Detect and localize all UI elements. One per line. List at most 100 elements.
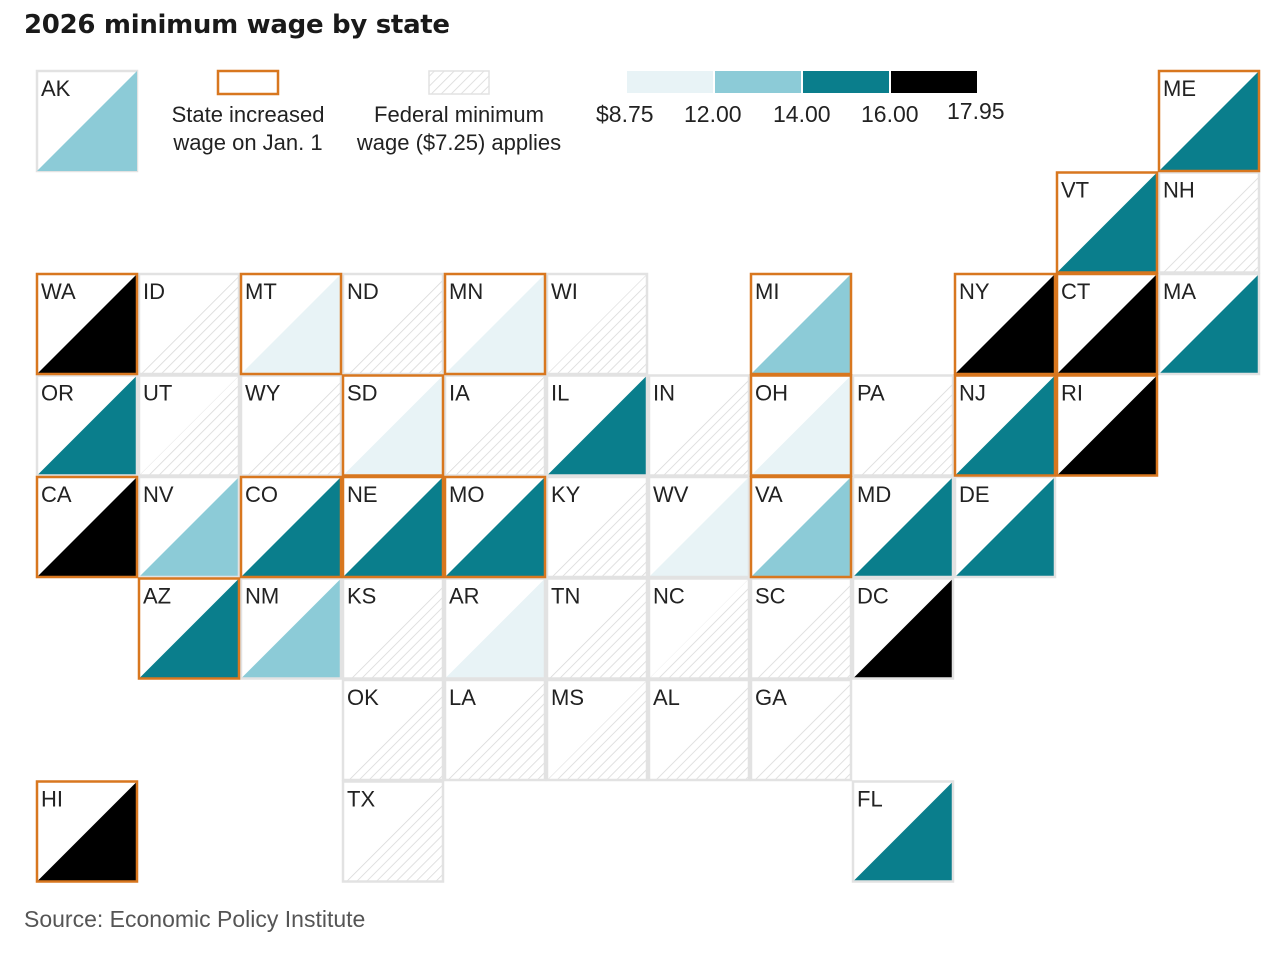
state-tile-sc: SC [751, 578, 851, 679]
state-label: KS [347, 584, 376, 609]
state-tile-sd: SD [343, 375, 443, 476]
state-border [137, 374, 241, 477]
state-triangle-wage [751, 274, 851, 374]
state-tile-nj: NJ [955, 375, 1055, 476]
state-triangle-federal [547, 578, 647, 679]
state-label: MA [1163, 279, 1196, 304]
state-triangle-federal [751, 578, 851, 679]
legend-example-triangle [37, 71, 137, 171]
state-triangle-federal [547, 274, 647, 374]
legend-federal-label: Federal minimum wage ($7.25) applies [349, 101, 569, 157]
state-border-increased [1055, 171, 1159, 274]
legend-increased-label: State increased wage on Jan. 1 [168, 101, 328, 157]
state-border-increased [749, 272, 853, 376]
state-tile-hi: HI [37, 781, 137, 882]
state-label: MO [449, 482, 484, 507]
state-border [545, 475, 649, 579]
state-label: AL [653, 685, 680, 710]
state-border [239, 577, 343, 680]
state-triangle-wage [853, 781, 953, 882]
state-tile-va: VA [751, 477, 851, 577]
state-tile-fl: FL [853, 781, 953, 882]
tile-map: AK ME VT NH WA ID MT ND MN WI MI NY CT MA OR UT WY SD IA I… [35, 69, 1261, 883]
state-border [545, 374, 649, 477]
state-triangle-wage [649, 477, 749, 577]
scale-swatch-tier3 [803, 71, 889, 93]
state-border [341, 678, 445, 782]
state-tile-ms: MS [547, 680, 647, 780]
state-border [341, 272, 445, 376]
state-tile-ri: RI [1057, 375, 1157, 476]
state-tile-az: AZ [139, 578, 239, 679]
scale-label-0: $8.75 [596, 101, 654, 127]
state-tile-ny: NY [955, 274, 1055, 374]
state-triangle-wage [37, 477, 137, 577]
state-label: ME [1163, 76, 1196, 101]
state-label: WV [653, 482, 689, 507]
state-triangle-federal [649, 578, 749, 679]
state-label: WY [245, 381, 281, 406]
state-tile-mi: MI [751, 274, 851, 374]
state-label: OK [347, 685, 379, 710]
scale-label-1: 12.00 [684, 101, 742, 127]
state-label: WA [41, 279, 76, 304]
state-border [851, 780, 955, 883]
scale-label-4: 17.95 [947, 98, 1005, 124]
state-label: OH [755, 381, 788, 406]
state-triangle-federal [139, 375, 239, 476]
state-tile-nv: NV [139, 477, 239, 577]
state-triangle-federal [445, 680, 545, 780]
state-tile-oh: OH [751, 375, 851, 476]
state-label: RI [1061, 381, 1083, 406]
state-border [443, 374, 547, 477]
state-border-increased [239, 475, 343, 579]
legend-example-tile: AK [35, 69, 139, 173]
state-tile-mt: MT [241, 274, 341, 374]
state-label: GA [755, 685, 787, 710]
state-tile-wi: WI [547, 274, 647, 374]
state-triangle-wage [955, 274, 1055, 374]
state-tiles: ME VT NH WA ID MT ND MN WI MI NY CT MA OR UT WY SD IA IL IN… [35, 69, 1261, 883]
state-tile-wy: WY [241, 375, 341, 476]
state-label: DE [959, 482, 990, 507]
state-label: TN [551, 584, 580, 609]
state-border [749, 577, 853, 680]
state-tile-ca: CA [37, 477, 137, 577]
state-tile-nh: NH [1159, 172, 1259, 273]
state-border [443, 577, 547, 680]
state-label: FL [857, 787, 883, 812]
state-triangle-wage [37, 274, 137, 374]
state-border [749, 678, 853, 782]
state-triangle-wage [751, 375, 851, 476]
legend-example-label: AK [41, 76, 71, 101]
state-label: MD [857, 482, 891, 507]
state-label: IA [449, 381, 470, 406]
state-border-increased [1055, 374, 1159, 477]
state-triangle-federal [445, 375, 545, 476]
state-triangle-wage [445, 274, 545, 374]
state-label: NY [959, 279, 990, 304]
state-tile-il: IL [547, 375, 647, 476]
state-tile-wv: WV [649, 477, 749, 577]
state-tile-ia: IA [445, 375, 545, 476]
state-border-increased [749, 475, 853, 579]
state-tile-ma: MA [1159, 274, 1259, 374]
state-border-increased [341, 475, 445, 579]
state-border [647, 577, 751, 680]
state-label: HI [41, 787, 63, 812]
chart-title: 2026 minimum wage by state [24, 10, 450, 40]
state-label: NM [245, 584, 279, 609]
state-triangle-wage [1159, 274, 1259, 374]
state-border [137, 272, 241, 376]
state-label: NH [1163, 178, 1195, 203]
state-border [137, 475, 241, 579]
state-label: NJ [959, 381, 986, 406]
state-label: KY [551, 482, 581, 507]
state-label: VA [755, 482, 783, 507]
state-border [851, 374, 955, 477]
state-border [443, 678, 547, 782]
scale-swatch-tier1 [627, 71, 713, 93]
state-triangle-federal [343, 578, 443, 679]
legend-increased-swatch [216, 69, 280, 96]
state-label: OR [41, 381, 74, 406]
